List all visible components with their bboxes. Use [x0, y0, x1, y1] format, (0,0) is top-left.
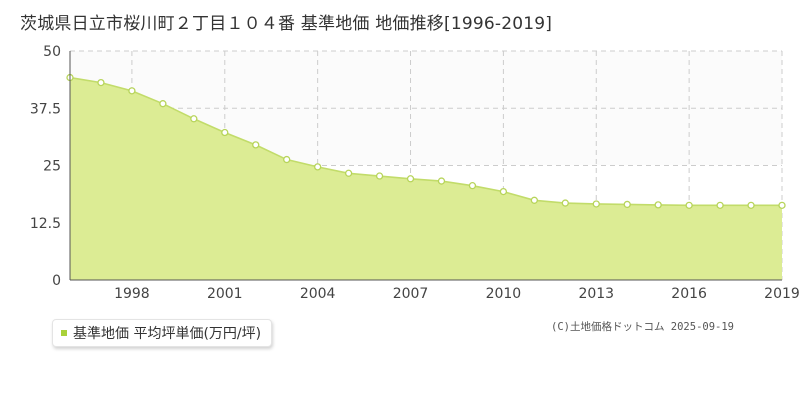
data-point-2000 — [190, 115, 198, 123]
x-tick-label-4: 2010 — [486, 286, 522, 302]
chart-title: 茨城県日立市桜川町２丁目１０４番 基準地価 地価推移[1996-2019] — [20, 14, 553, 34]
copyright-text: (C)土地価格ドットコム 2025-09-19 — [551, 321, 735, 333]
x-tick-label-7: 2019 — [764, 286, 800, 302]
y-tick-label-3: 37.5 — [30, 101, 61, 117]
data-point-2018 — [747, 201, 755, 209]
series-line — [69, 76, 782, 207]
data-point-2009 — [468, 182, 477, 190]
series-area — [70, 77, 782, 281]
data-point-2006 — [375, 172, 384, 180]
data-point-2012 — [561, 199, 569, 207]
y-tick-labels: 0 12.5 25 37.5 50 — [30, 44, 61, 289]
y-tick-label-2: 25 — [43, 159, 61, 175]
data-point-1997 — [97, 78, 105, 87]
data-point-2007 — [406, 175, 415, 183]
x-tick-label-1: 2001 — [207, 286, 243, 302]
data-point-2015 — [654, 201, 662, 209]
data-point-2008 — [437, 177, 446, 185]
data-point-2005 — [344, 169, 353, 177]
data-point-2019 — [778, 201, 786, 209]
data-point-2016 — [685, 201, 693, 209]
x-tick-label-6: 2016 — [671, 286, 707, 302]
data-point-2001 — [221, 128, 229, 137]
x-tick-label-2: 2004 — [300, 286, 336, 302]
legend-swatch — [61, 330, 67, 336]
y-tick-label-1: 12.5 — [30, 216, 61, 232]
legend: 基準地価 平均坪単価(万円/坪) — [52, 319, 273, 347]
data-point-2002 — [252, 141, 260, 149]
x-tick-label-3: 2007 — [393, 286, 429, 302]
data-point-2014 — [623, 200, 631, 209]
data-point-2011 — [530, 196, 538, 204]
data-point-2004 — [314, 163, 322, 171]
data-point-2003 — [283, 155, 291, 164]
data-point-1998 — [128, 87, 136, 95]
data-point-2017 — [716, 201, 724, 209]
x-tick-label-5: 2013 — [578, 286, 614, 302]
legend-label: 基準地価 平均坪単価(万円/坪) — [73, 326, 262, 342]
y-tick-label-0: 0 — [52, 273, 61, 289]
y-tick-label-4: 50 — [43, 44, 61, 60]
x-tick-labels: 1998 2001 2004 2007 2010 2013 2016 2019 — [114, 286, 800, 302]
data-point-1999 — [159, 100, 167, 108]
data-point-2013 — [592, 200, 600, 208]
x-tick-label-0: 1998 — [114, 286, 150, 302]
series-markers — [66, 73, 786, 209]
data-point-2010 — [499, 187, 508, 196]
